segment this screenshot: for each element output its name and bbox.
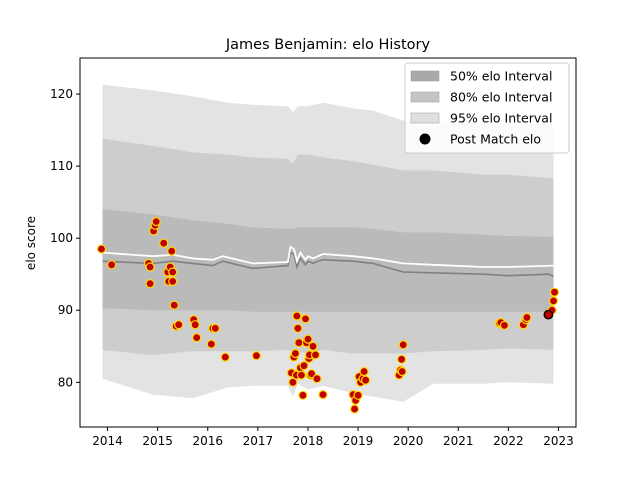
match-elo-point	[308, 341, 318, 351]
match-elo-point	[106, 260, 117, 270]
y-tick-label: 120	[50, 87, 73, 101]
y-tick-label: 90	[58, 303, 73, 317]
legend-swatch	[410, 112, 440, 124]
match-elo-point	[288, 377, 298, 387]
latest-match-elo-point	[543, 309, 554, 320]
match-elo-point	[353, 390, 363, 400]
y-axis: 80 90 100 110 120	[50, 87, 80, 389]
match-elo-point	[397, 366, 407, 377]
match-elo-point	[174, 320, 184, 330]
match-elo-point	[206, 339, 216, 349]
match-elo-point	[522, 312, 532, 323]
match-elo-point	[300, 314, 311, 324]
match-elo-point	[294, 338, 304, 348]
match-elo-point	[192, 333, 202, 343]
match-elo-point	[167, 246, 177, 256]
match-elo-point	[169, 300, 179, 310]
match-elo-point	[168, 267, 178, 277]
y-tick-label: 110	[50, 159, 73, 173]
match-elo-point	[251, 351, 261, 361]
match-elo-point	[145, 262, 155, 272]
plot-area	[79, 57, 577, 428]
legend-frame	[404, 62, 570, 154]
match-elo-point	[151, 217, 161, 227]
legend-swatch	[410, 91, 440, 103]
match-elo-point	[290, 348, 300, 359]
match-elo-point	[159, 238, 169, 248]
median-elo-line	[102, 251, 554, 278]
x-tick-label: 2021	[443, 434, 474, 448]
match-elo-point	[168, 276, 178, 286]
x-tick-label: 2023	[543, 434, 574, 448]
match-elo-point	[499, 320, 509, 330]
match-elo-point	[298, 390, 308, 400]
x-tick-label: 2020	[393, 434, 424, 448]
legend-label: 80% elo Interval	[450, 90, 552, 105]
x-tick-label: 2018	[293, 434, 324, 448]
match-elo-point	[361, 375, 371, 385]
match-elo-point	[293, 323, 303, 333]
legend: 50% elo Interval 80% elo Interval 95% elo …	[404, 62, 570, 154]
match-elo-point	[397, 354, 407, 364]
chart-title: James Benjamin: elo History	[225, 37, 431, 53]
match-elo-point	[398, 340, 408, 350]
x-tick-label: 2019	[343, 434, 374, 448]
match-elo-point	[312, 374, 322, 384]
plot-frame	[79, 57, 577, 428]
match-elo-point	[220, 352, 230, 362]
x-tick-label: 2022	[493, 434, 524, 448]
match-elo-point	[303, 334, 313, 344]
match-elo-point	[350, 404, 360, 414]
match-elo-point	[145, 279, 155, 289]
mean-elo-line	[102, 245, 554, 268]
match-elo-point	[292, 311, 302, 321]
match-elo-point	[210, 323, 220, 333]
match-elo-point	[190, 320, 200, 330]
x-tick-label: 2016	[192, 434, 223, 448]
legend-marker	[419, 133, 431, 145]
x-tick-label: 2017	[243, 434, 274, 448]
legend-label: Post Match elo	[450, 132, 541, 147]
x-axis: 2014 2015 2016 2017 2018 2019 2020 2021 2022 2023	[92, 427, 574, 448]
match-elo-point	[296, 370, 306, 380]
legend-swatch	[410, 70, 440, 82]
match-elo-point	[318, 390, 328, 400]
match-elo-point	[306, 369, 317, 379]
legend-label: 95% elo Interval	[450, 111, 552, 126]
match-elo-point	[359, 366, 369, 377]
x-tick-label: 2015	[142, 434, 173, 448]
match-elo-point	[299, 361, 309, 371]
y-axis-label: elo score	[24, 216, 38, 270]
x-tick-label: 2014	[92, 434, 123, 448]
y-tick-label: 100	[50, 231, 73, 245]
match-elo-point	[549, 287, 560, 297]
match-elo-point	[310, 350, 321, 360]
match-elo-point	[96, 244, 107, 254]
match-elo-point	[548, 296, 559, 306]
legend-label: 50% elo Interval	[450, 69, 552, 84]
y-tick-label: 80	[58, 375, 73, 389]
